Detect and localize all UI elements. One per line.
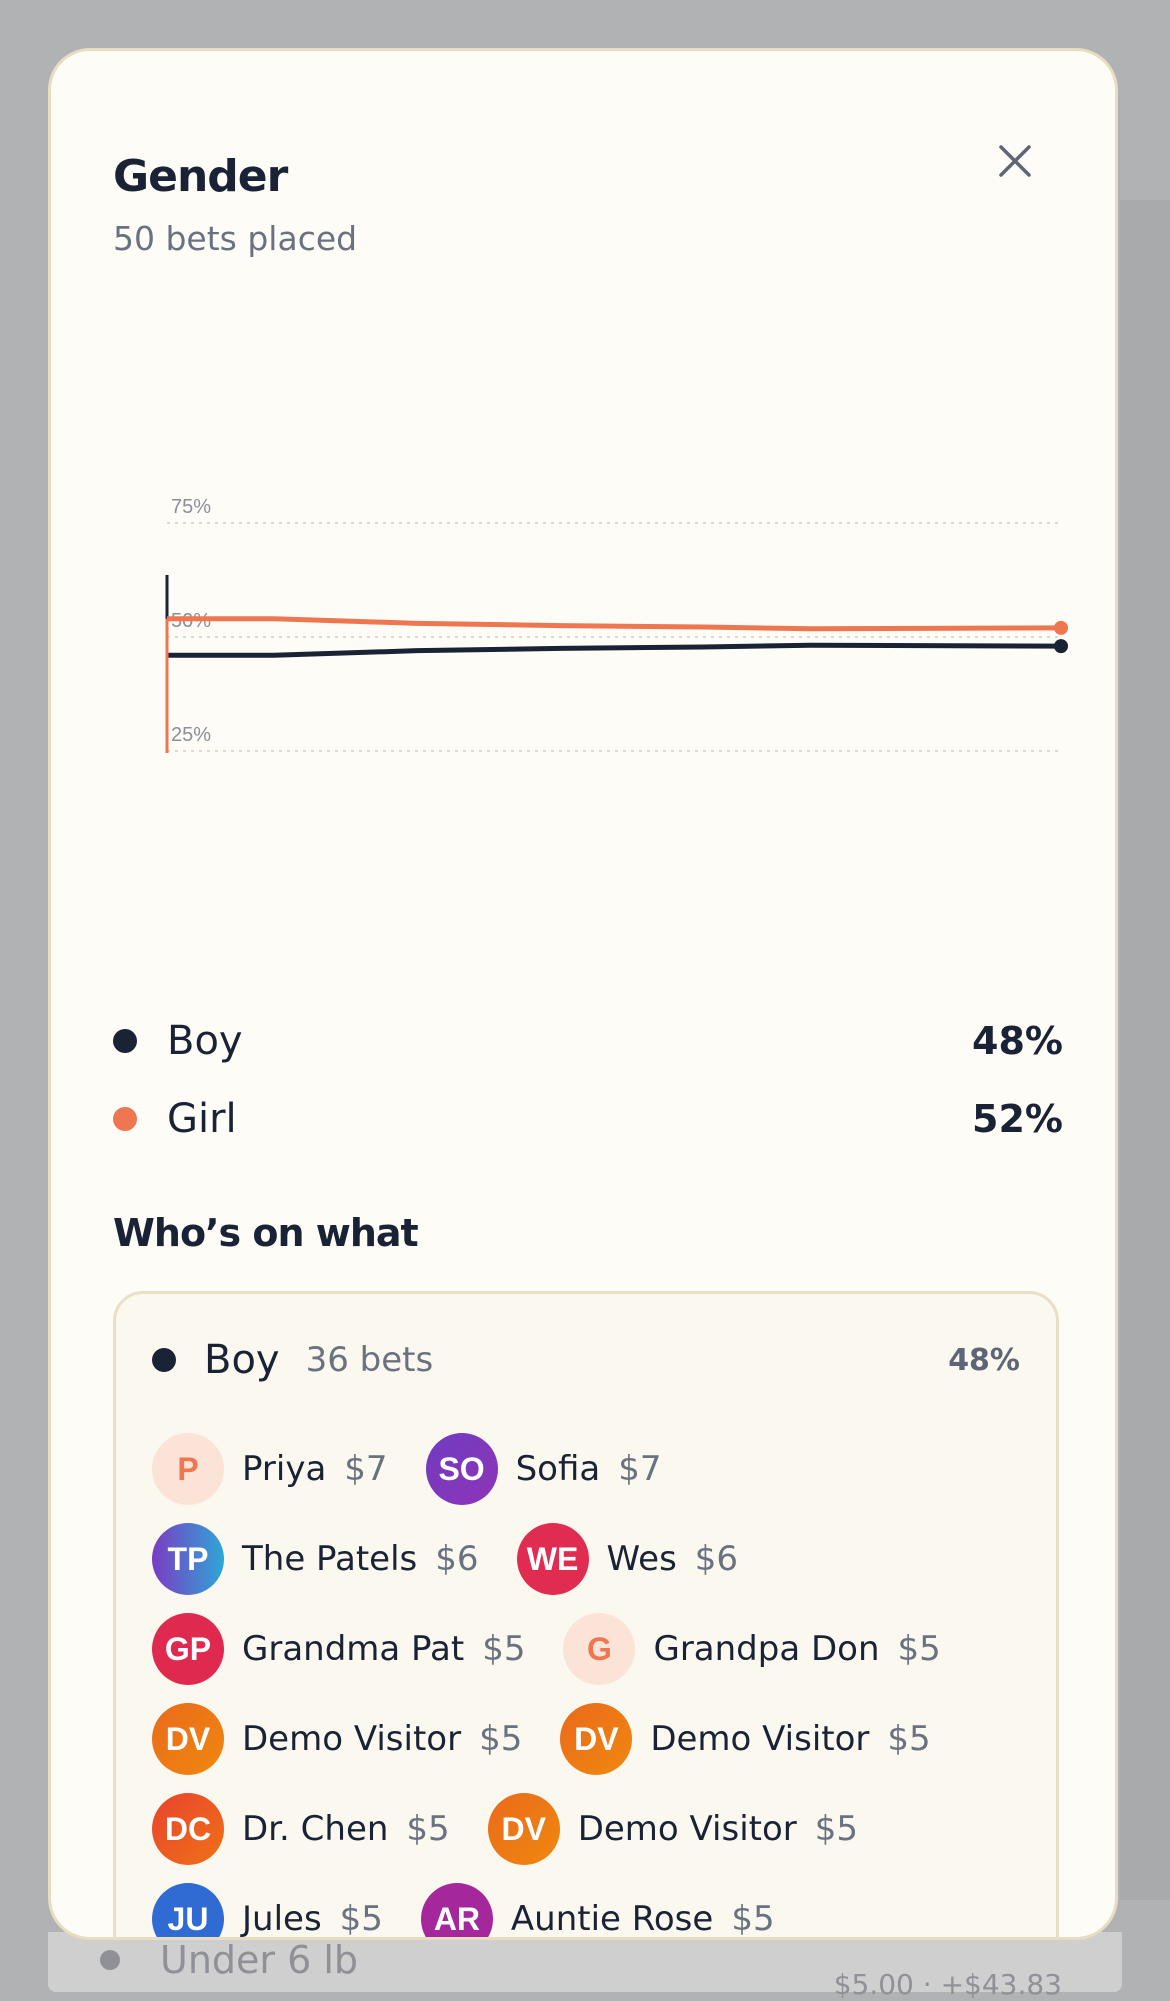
legend-row-boy: Boy 48%: [113, 1011, 1063, 1071]
bettor-amount: $5: [406, 1809, 450, 1849]
bettor-item: DV Demo Visitor $5: [560, 1703, 931, 1775]
avatar: AR: [420, 1883, 493, 1937]
bettor-amount: $6: [435, 1539, 479, 1579]
bettor-name: Demo Visitor: [242, 1719, 462, 1759]
bettor-item: G Grandpa Don $5: [563, 1613, 941, 1685]
avatar: G: [563, 1613, 636, 1685]
bettor-item: TP The Patels $6: [152, 1523, 479, 1595]
bettor-amount: $5: [479, 1719, 523, 1759]
bettor-amount: $5: [339, 1899, 383, 1939]
avatar: TP: [152, 1523, 224, 1595]
bettor-item: GP Grandma Pat $5: [152, 1613, 525, 1685]
avatar: WE: [516, 1523, 589, 1595]
bettor-name: Priya: [242, 1449, 327, 1489]
series-line-boy: [167, 642, 1062, 658]
group-name: Boy: [204, 1337, 280, 1383]
y-tick-label: 25%: [171, 724, 211, 746]
group-header: Boy 36 bets 48%: [152, 1330, 1020, 1390]
bettor-name: Sofia: [515, 1449, 601, 1489]
group-dot: [152, 1348, 176, 1372]
modal-subtitle: 50 bets placed: [113, 219, 358, 258]
bettor-item: WE Wes $6: [516, 1523, 739, 1595]
bettor-amount: $7: [344, 1449, 388, 1489]
avatar: JU: [152, 1883, 224, 1937]
legend-dot-boy: [113, 1029, 137, 1053]
bettor-list: P Priya $7 SO Sofia $7 TP The Patels $6 WE Wes $6 GP…: [152, 1424, 1012, 1939]
bettor-name: Grandma Pat: [242, 1629, 465, 1669]
bettor-name: Demo Visitor: [650, 1719, 870, 1759]
bettor-row: JU Jules $5 AR Auntie Rose $5: [152, 1874, 1012, 1939]
legend-label-boy: Boy: [167, 1018, 243, 1064]
gender-modal: Gender 50 bets placed 75% 50% 25% Boy 48% …: [48, 48, 1118, 1940]
section-title: Who’s on what: [113, 1211, 419, 1255]
bettor-item: DV Demo Visitor $5: [152, 1703, 522, 1775]
bettor-amount: $5: [482, 1629, 526, 1669]
bet-group-boy: Boy 36 bets 48% P Priya $7 SO Sofia $7 TP The P…: [113, 1291, 1059, 1939]
avatar: DC: [152, 1793, 224, 1865]
bettor-item: DC Dr. Chen $5: [152, 1793, 450, 1865]
avatar: P: [152, 1433, 224, 1505]
background-amount: $5.00 · +$43.83: [833, 1968, 1062, 2001]
bettor-name: Wes: [606, 1539, 677, 1579]
avatar: DV: [152, 1703, 224, 1775]
bettor-name: Grandpa Don: [653, 1629, 880, 1669]
legend-label-girl: Girl: [167, 1096, 237, 1142]
bettor-amount: $6: [694, 1539, 739, 1579]
background-dot: [100, 1950, 120, 1970]
bettor-amount: $7: [618, 1449, 662, 1489]
series-end-point-girl: [1054, 620, 1068, 635]
gender-line-chart: 75%50%25%: [165, 496, 1068, 753]
bettor-row: P Priya $7 SO Sofia $7: [152, 1424, 1012, 1514]
legend-value-girl: 52%: [972, 1097, 1063, 1141]
bettor-name: The Patels: [242, 1539, 418, 1579]
bettor-name: Demo Visitor: [577, 1809, 797, 1849]
bettor-amount: $5: [814, 1809, 859, 1849]
avatar: DV: [487, 1793, 560, 1865]
group-count: 36 bets: [305, 1340, 434, 1380]
close-button[interactable]: [985, 131, 1045, 191]
group-percent: 48%: [948, 1342, 1020, 1378]
bettor-row: DV Demo Visitor $5 DV Demo Visitor $5: [152, 1694, 1012, 1784]
background-row: [48, 1932, 1122, 1992]
series-line-girl: [167, 616, 1062, 632]
bettor-name: Auntie Rose: [510, 1899, 714, 1939]
bettor-item: JU Jules $5: [152, 1883, 383, 1939]
legend-dot-girl: [113, 1107, 137, 1131]
bettor-row: DC Dr. Chen $5 DV Demo Visitor $5: [152, 1784, 1012, 1874]
avatar: SO: [425, 1433, 498, 1505]
bettor-amount: $5: [897, 1629, 941, 1669]
bettor-amount: $5: [731, 1899, 775, 1939]
avatar: DV: [560, 1703, 633, 1775]
bettor-name: Jules: [242, 1899, 322, 1939]
bettor-item: SO Sofia $7: [425, 1433, 662, 1505]
series-end-point-boy: [1054, 639, 1068, 654]
bettor-name: Dr. Chen: [242, 1809, 389, 1849]
close-icon: [999, 145, 1031, 177]
avatar: GP: [152, 1613, 224, 1685]
background-label: Under 6 lb: [160, 1938, 359, 1982]
bettor-item: DV Demo Visitor $5: [487, 1793, 859, 1865]
y-tick-label: 75%: [171, 496, 211, 518]
legend-row-girl: Girl 52%: [113, 1089, 1063, 1149]
bettor-item: P Priya $7: [152, 1433, 388, 1505]
bettor-row: TP The Patels $6 WE Wes $6: [152, 1514, 1012, 1604]
background-page: [1120, 200, 1170, 1900]
bettor-item: AR Auntie Rose $5: [420, 1883, 775, 1939]
legend-value-boy: 48%: [972, 1019, 1063, 1063]
bettor-amount: $5: [887, 1719, 931, 1759]
bettor-row: GP Grandma Pat $5 G Grandpa Don $5: [152, 1604, 1012, 1694]
modal-title: Gender: [113, 151, 288, 202]
